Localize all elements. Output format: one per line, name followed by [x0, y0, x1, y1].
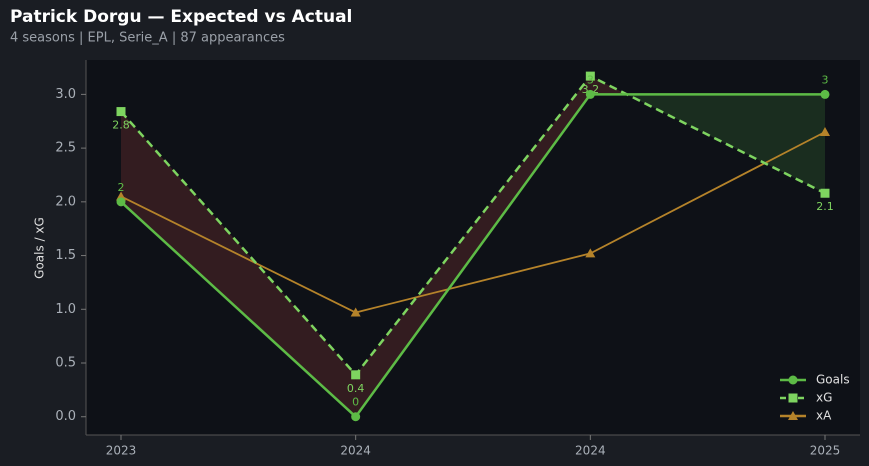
legend-marker	[788, 375, 798, 385]
data-point	[351, 370, 361, 380]
value-label: 2.1	[816, 200, 834, 213]
y-tick-label: 2.0	[55, 194, 76, 209]
x-tick-label: 2024	[340, 444, 371, 458]
x-tick-label: 2023	[106, 444, 137, 458]
data-point	[116, 197, 126, 207]
data-point	[820, 89, 830, 99]
series-line	[120, 93, 825, 419]
data-point	[820, 188, 830, 198]
data-point	[585, 248, 596, 258]
y-tick-label: 1.5	[55, 248, 76, 263]
legend-label: xA	[816, 409, 832, 423]
x-tick-label: 2025	[810, 444, 841, 458]
y-tick-label: 0.0	[55, 409, 76, 424]
y-tick-label: 2.5	[55, 141, 76, 156]
series-line	[120, 74, 826, 377]
value-label: 3.2	[582, 83, 600, 96]
chart-subtitle: 4 seasons | EPL, Serie_A | 87 appearance…	[10, 31, 285, 46]
difference-fill	[121, 111, 356, 417]
value-label: 0.4	[347, 382, 365, 395]
x-tick-label: 2024	[575, 444, 606, 458]
y-tick-label: 1.0	[55, 302, 76, 317]
data-point	[585, 89, 595, 99]
legend-marker	[788, 411, 798, 420]
y-tick-label: 3.0	[55, 87, 76, 102]
chart-title: Patrick Dorgu — Expected vs Actual	[10, 7, 352, 27]
data-point	[116, 107, 126, 117]
y-tick-label: 0.5	[55, 356, 76, 371]
legend-label: xG	[816, 391, 832, 405]
series-line	[120, 131, 826, 314]
data-point	[350, 307, 361, 317]
legend-label: Goals	[816, 373, 850, 387]
difference-fill	[355, 76, 591, 417]
data-point	[820, 126, 830, 136]
data-point	[351, 412, 361, 422]
value-label: 0	[352, 396, 359, 409]
value-label: 3	[587, 73, 594, 86]
value-label: 2.8	[112, 119, 130, 132]
value-label: 3	[822, 73, 829, 86]
data-point	[585, 71, 595, 81]
legend-marker	[788, 393, 798, 403]
y-axis-label: Goals / xG	[33, 217, 47, 279]
value-label: 2	[118, 181, 125, 194]
